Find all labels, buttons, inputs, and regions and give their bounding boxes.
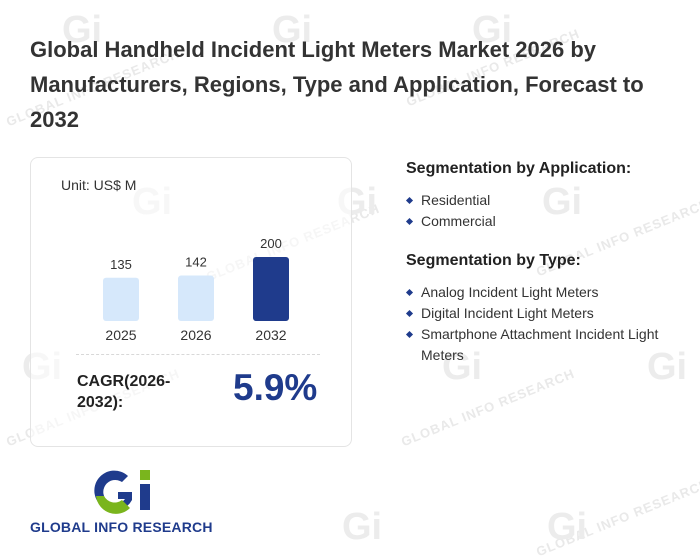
- brand-logo: GLOBAL INFO RESEARCH: [30, 466, 240, 540]
- bar-category-label: 2025: [105, 327, 136, 343]
- list-item-label: Analog Incident Light Meters: [421, 284, 599, 300]
- brand-name: GLOBAL INFO RESEARCH: [30, 519, 213, 535]
- segmentation-by-application: Segmentation by Application: Residential…: [405, 160, 676, 232]
- gi-logo-icon: [94, 470, 150, 514]
- bar-category-label: 2032: [255, 327, 286, 343]
- diamond-bullet-icon: [405, 309, 414, 318]
- svg-text:Gi: Gi: [547, 506, 587, 545]
- segmentation-type-heading: Segmentation by Type:: [406, 252, 581, 269]
- list-item-label: Smartphone Attachment Incident Light Met…: [421, 326, 659, 363]
- segmentation-application-heading: Segmentation by Application:: [406, 160, 632, 177]
- watermark-text: GLOBAL INFO RESEARCH: [398, 365, 577, 450]
- page-title: Global Handheld Incident Light Meters Ma…: [30, 37, 644, 132]
- bar-value-label: 142: [185, 255, 207, 270]
- market-size-bar-chart: 135 2025 142 2026 200 2032: [103, 236, 289, 343]
- type-list: Analog Incident Light Meters Digital Inc…: [405, 282, 676, 366]
- card-divider: [76, 354, 320, 355]
- bar-2026: [178, 275, 214, 321]
- watermark-logo-icon: Gi: [547, 506, 587, 545]
- cagr-value: 5.9%: [233, 367, 318, 408]
- list-item-label: Residential: [421, 192, 491, 208]
- diamond-bullet-icon: [405, 196, 414, 205]
- diamond-bullet-icon: [405, 217, 414, 226]
- list-item: Smartphone Attachment Incident Light Met…: [405, 324, 676, 366]
- diamond-bullet-icon: [405, 288, 414, 297]
- diamond-bullet-icon: [405, 330, 414, 339]
- svg-text:Gi: Gi: [342, 506, 382, 545]
- cagr-label: CAGR(2026-2032):: [77, 373, 171, 411]
- bar-category-label: 2026: [180, 327, 211, 343]
- segmentation-by-type: Segmentation by Type: Analog Incident Li…: [405, 252, 676, 366]
- bar-value-label: 200: [260, 236, 282, 251]
- market-size-card: Unit: US$ M 135 2025 142 2026 200 2032 CAGR(2…: [30, 157, 352, 447]
- bar-value-label: 135: [110, 257, 132, 272]
- list-item-label: Digital Incident Light Meters: [421, 305, 594, 321]
- list-item: Digital Incident Light Meters: [405, 303, 676, 324]
- bar-2025: [103, 277, 139, 321]
- chart-unit-label: Unit: US$ M: [61, 177, 137, 193]
- list-item-label: Commercial: [421, 213, 496, 229]
- watermark-text: GLOBAL INFO RESEARCH: [533, 475, 700, 560]
- list-item: Residential: [405, 190, 676, 211]
- list-item: Commercial: [405, 211, 676, 232]
- bar-2032: [253, 257, 289, 321]
- application-list: Residential Commercial: [405, 190, 676, 232]
- watermark-logo-icon: Gi: [342, 506, 382, 545]
- list-item: Analog Incident Light Meters: [405, 282, 676, 303]
